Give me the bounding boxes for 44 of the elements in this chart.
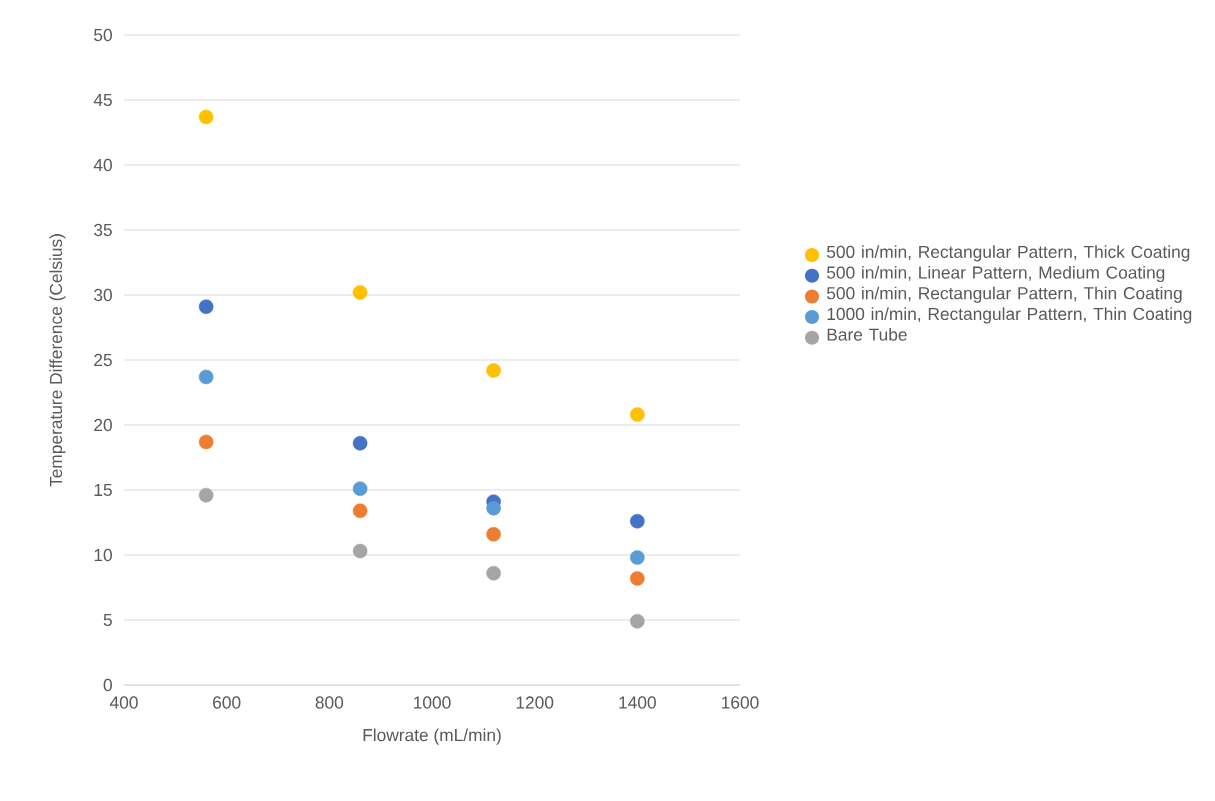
y-tick-label: 40 <box>93 158 112 172</box>
y-tick-label: 25 <box>94 353 112 367</box>
y-tick-label: 50 <box>94 28 112 42</box>
legend-label: 500 in/min, Rectangular Pattern, Thin Coating <box>826 286 1182 303</box>
y-tick-label: 30 <box>94 288 112 302</box>
y-tick-label: 45 <box>93 93 112 107</box>
point <box>352 285 368 300</box>
point <box>630 513 645 529</box>
x-axis-title: Flowrate (mL/min) <box>363 728 501 745</box>
point <box>198 299 214 314</box>
legend-label: 500 in/min, Linear Pattern, Medium Coating <box>826 265 1165 283</box>
legend-label: Bare Tube <box>827 328 907 341</box>
y-tick-label: 0 <box>103 678 112 692</box>
x-tick-label: 800 <box>315 696 344 709</box>
y-tick-label: 15 <box>94 483 112 497</box>
y-tick-label: 35 <box>94 223 112 237</box>
x-tick-label: 1000 <box>414 696 451 709</box>
point <box>352 503 368 519</box>
point <box>198 369 214 385</box>
point <box>198 434 214 450</box>
point <box>352 435 368 451</box>
y-axis-title: Temperature Difference (Celsius) <box>49 234 66 487</box>
point <box>630 571 645 586</box>
point <box>352 481 368 496</box>
point <box>486 526 501 542</box>
point <box>352 543 368 559</box>
x-tick-label: 600 <box>213 696 241 709</box>
y-tick-label: 5 <box>103 613 112 627</box>
legend-label: 1000 in/min, Rectangular Pattern, Thin Coating <box>827 307 1192 324</box>
point <box>198 109 214 125</box>
legend-label: 500 in/min, Rectangular Pattern, Thick Coating <box>826 245 1190 262</box>
point <box>630 407 645 422</box>
point <box>630 550 645 565</box>
y-tick-label: 10 <box>94 548 112 562</box>
point <box>486 363 501 378</box>
x-tick-label: 1400 <box>619 696 656 709</box>
x-tick-label: 400 <box>109 696 138 709</box>
x-tick-label: 1600 <box>722 696 759 709</box>
point <box>486 565 501 581</box>
point <box>630 614 645 629</box>
x-tick-label: 1200 <box>516 696 554 709</box>
point <box>198 487 214 503</box>
y-tick-label: 20 <box>94 418 112 432</box>
point <box>486 500 501 516</box>
